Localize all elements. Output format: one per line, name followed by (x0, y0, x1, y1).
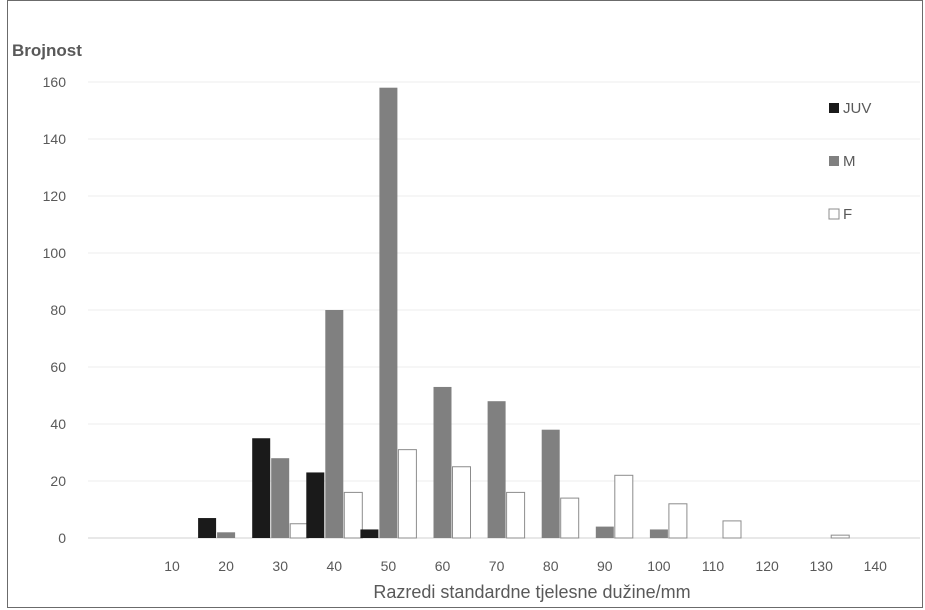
legend-swatch-juv (829, 103, 839, 113)
x-tick-label: 70 (489, 558, 505, 574)
y-axis-title: Brojnost (12, 41, 82, 60)
y-tick-label: 20 (50, 473, 66, 489)
y-tick-label: 100 (43, 245, 67, 261)
legend-label-juv: JUV (843, 100, 871, 117)
bar-juv-40 (306, 472, 325, 538)
bar-m-60 (433, 386, 452, 538)
x-tick-label: 90 (597, 558, 613, 574)
bar-m-50 (379, 87, 398, 538)
bar-f-30 (289, 523, 309, 539)
y-tick-label: 40 (50, 416, 66, 432)
bar-f-90 (614, 474, 634, 539)
x-axis-ticks: 10 20 30 40 50 60 70 80 90 100 110 120 130 140 (164, 558, 887, 574)
x-tick-label: 20 (218, 558, 234, 574)
x-tick-label: 10 (164, 558, 180, 574)
bar-m-100 (649, 529, 668, 538)
y-tick-label: 120 (43, 188, 67, 204)
x-tick-label: 100 (647, 558, 671, 574)
bar-juv-20 (198, 518, 217, 538)
y-tick-label: 140 (43, 131, 67, 147)
x-tick-label: 120 (755, 558, 779, 574)
legend-swatch-f (828, 208, 840, 220)
bar-f-40 (343, 491, 363, 539)
bar-f-50 (397, 449, 417, 539)
bar-f-80 (560, 497, 580, 539)
bar-f-130 (830, 534, 850, 539)
x-tick-label: 80 (543, 558, 559, 574)
x-tick-label: 130 (810, 558, 834, 574)
bar-f-100 (668, 503, 688, 539)
y-tick-label: 0 (58, 530, 66, 546)
bar-f-60 (452, 466, 471, 539)
bar-m-80 (541, 429, 560, 538)
x-tick-label: 60 (435, 558, 451, 574)
x-tick-label: 30 (272, 558, 288, 574)
bar-f-70 (506, 491, 526, 539)
x-tick-label: 40 (327, 558, 343, 574)
bar-m-70 (487, 401, 506, 538)
x-tick-label: 50 (381, 558, 397, 574)
bar-juv-30 (252, 438, 271, 538)
y-axis-ticks: 0 20 40 60 80 100 120 140 160 (43, 74, 67, 546)
y-tick-label: 160 (43, 74, 67, 90)
bar-m-40 (325, 310, 344, 538)
y-tick-label: 60 (50, 359, 66, 375)
y-tick-label: 80 (50, 302, 66, 318)
bar-m-90 (595, 526, 614, 538)
bar-juv-50 (360, 529, 379, 538)
bar-m-30 (271, 458, 290, 538)
x-tick-label: 140 (864, 558, 888, 574)
x-tick-label: 110 (702, 558, 725, 574)
legend: JUV M F (828, 100, 871, 223)
legend-swatch-m (829, 156, 839, 166)
bars (198, 87, 850, 539)
bar-f-110 (722, 520, 742, 539)
legend-label-m: M (843, 153, 856, 170)
legend-label-f: F (843, 206, 852, 223)
bar-m-20 (217, 532, 236, 538)
x-axis-title: Razredi standardne tjelesne dužine/mm (373, 582, 690, 602)
